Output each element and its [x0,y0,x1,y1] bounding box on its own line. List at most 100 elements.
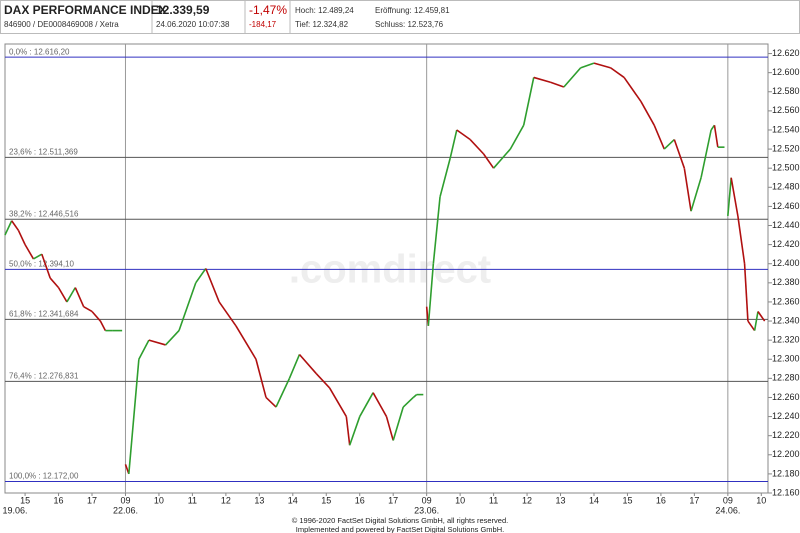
x-date-label: 23.06. [414,505,439,515]
y-tick-label: 12.280 [772,373,800,383]
x-tick-label: 17 [87,495,97,505]
y-tick-label: 12.160 [772,487,800,497]
price-segment [747,320,756,332]
price-segment [41,253,51,279]
price-segment [315,373,331,389]
x-date-label: 24.06. [715,505,740,515]
price-segment [563,67,582,88]
y-tick-label: 12.580 [772,86,800,96]
x-tick-label: 11 [489,495,498,505]
x-tick-label: 16 [656,495,666,505]
level-label: 38,2% : 12.446,516 [9,209,79,218]
price-segment [348,416,361,446]
close: Schluss: 12.523,76 [375,20,444,29]
low: Tief: 12.324,82 [295,20,349,29]
x-tick-label: 16 [54,495,64,505]
price-segment [392,406,404,441]
price-segment [4,220,13,236]
y-tick-label: 12.440 [772,220,800,230]
price-segment [128,359,140,474]
level-label: 0,0% : 12.616,20 [9,47,70,56]
x-tick-label: 09 [120,495,130,505]
y-tick-label: 12.620 [772,48,800,58]
change-pct: -1,47% [249,3,287,17]
price-segment [345,416,351,446]
level-label: 23,6% : 12.511,369 [9,147,78,156]
x-tick-label: 14 [589,495,599,505]
price-segment [550,81,565,88]
price-segment [757,311,766,322]
x-tick-label: 15 [321,495,331,505]
x-tick-label: 09 [723,495,733,505]
x-tick-label: 10 [756,495,766,505]
price-segment [91,310,101,322]
y-tick-label: 12.540 [772,124,800,134]
price-segment [66,287,76,303]
price-segment [469,138,485,155]
open: Eröffnung: 12.459,81 [375,6,450,15]
price-segment [492,148,511,169]
y-tick-label: 12.320 [772,335,800,345]
price-segment [255,359,267,398]
price-segment [730,177,739,217]
y-tick-label: 12.400 [772,258,800,268]
price-segment [743,263,749,322]
price-segment [99,320,107,331]
price-segment [372,392,388,417]
y-tick-label: 12.600 [772,67,800,77]
x-tick-label: 14 [288,495,298,505]
price-segment [522,77,535,126]
price-segment [298,353,317,375]
price-segment [205,268,220,303]
price-segment [456,129,471,141]
x-tick-label: 12 [522,495,532,505]
price-segment [432,196,441,264]
y-tick-label: 12.200 [772,449,800,459]
price-segment [195,268,207,284]
price-segment [449,129,458,159]
footer: © 1996-2020 FactSet Digital Solutions Gm… [292,516,508,525]
y-tick-label: 12.220 [772,430,800,440]
price-segment [11,220,20,231]
x-tick-label: 10 [154,495,164,505]
x-tick-label: 13 [556,495,566,505]
price-segment [385,416,394,441]
x-date-label: 22.06. [113,505,138,515]
price-segment [412,393,418,399]
level-label: 100,0% : 12.172,00 [9,472,79,481]
title: DAX PERFORMANCE INDEX [4,3,167,17]
y-tick-label: 12.260 [772,392,800,402]
price-segment [610,67,625,79]
price-segment [623,76,642,102]
price-segment [673,139,686,169]
x-tick-label: 10 [455,495,465,505]
x-tick-label: 17 [689,495,699,505]
y-tick-label: 12.240 [772,411,800,421]
plot-frame [4,43,769,494]
level-label: 61,8% : 12.341,684 [9,310,79,319]
price-segment [713,125,719,148]
price-segment [533,76,551,83]
y-tick-label: 12.180 [772,468,800,478]
timestamp: 24.06.2020 10:07:38 [156,20,230,29]
price-segment [700,129,712,178]
price-segment [288,354,301,379]
price-segment [178,282,197,331]
level-label: 76,4% : 12.276,831 [9,371,79,380]
y-tick-label: 12.360 [772,296,800,306]
price-segment [653,124,665,150]
price-segment [737,215,746,264]
price-segment [165,330,180,346]
price-segment [663,138,675,150]
y-tick-label: 12.420 [772,239,800,249]
price-segment [83,306,93,313]
price-segment [753,311,759,331]
y-tick-label: 12.380 [772,277,800,287]
price-segment [640,100,655,126]
price-segment [482,153,495,169]
y-tick-label: 12.520 [772,143,800,153]
price-segment [359,392,374,417]
x-tick-label: 16 [355,495,365,505]
level-label: 50,0% : 12.394,10 [9,259,74,268]
